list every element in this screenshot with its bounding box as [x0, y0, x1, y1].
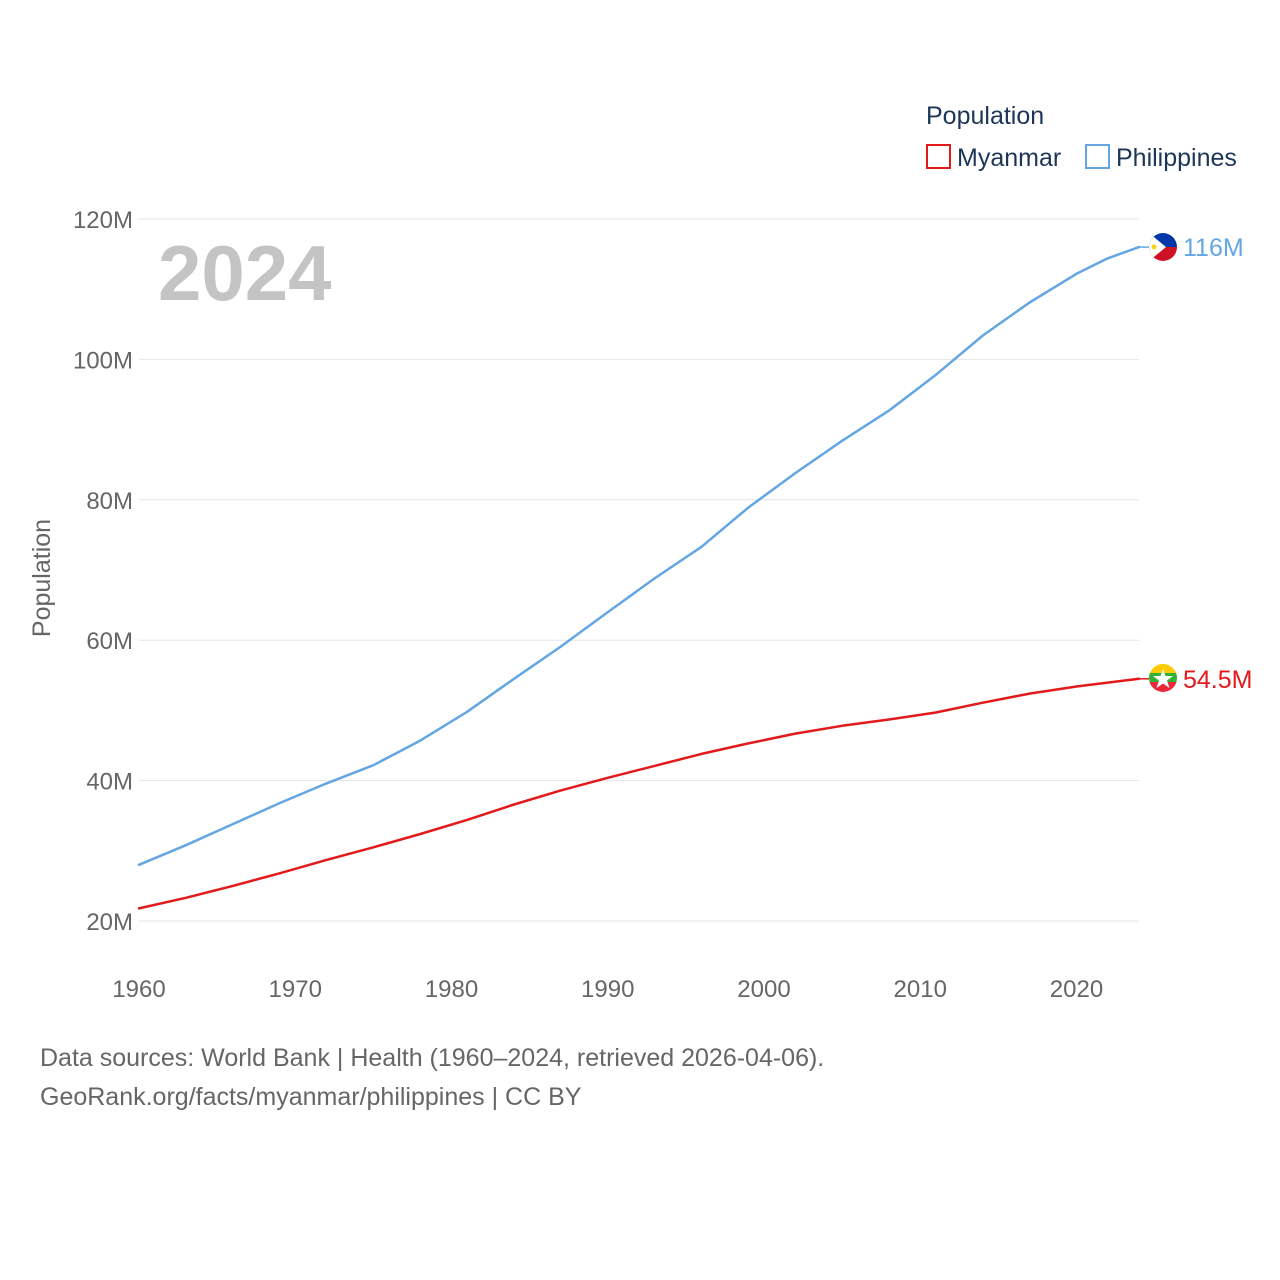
x-tick-label: 2000 — [737, 976, 790, 1003]
philippines-flag-icon — [1149, 233, 1177, 261]
legend-label-myanmar[interactable]: Myanmar — [957, 144, 1061, 172]
x-axis-ticks: 1960 1970 1980 1990 2000 2010 2020 — [112, 976, 1103, 1003]
end-labels: 54.5M 116M — [1183, 234, 1252, 694]
x-tick-label: 2020 — [1050, 976, 1103, 1003]
legend-label-philippines[interactable]: Philippines — [1116, 144, 1237, 172]
population-chart: 20M 40M 60M 80M 100M 120M 1960 1970 1980 1990 200… — [28, 102, 1252, 1003]
legend-title: Population — [926, 102, 1044, 130]
y-tick-label: 40M — [86, 769, 133, 796]
y-axis-ticks: 20M 40M 60M 80M 100M 120M — [73, 207, 133, 936]
series-line-myanmar — [137, 677, 1141, 910]
end-label-myanmar: 54.5M — [1183, 666, 1252, 694]
footer-source: Data sources: World Bank | Health (1960–… — [40, 1044, 825, 1072]
y-tick-label: 120M — [73, 207, 133, 234]
x-tick-label: 2010 — [894, 976, 947, 1003]
x-tick-label: 1980 — [425, 976, 478, 1003]
myanmar-flag-icon — [1149, 664, 1177, 692]
series-line-philippines — [137, 245, 1141, 867]
footer-link: GeoRank.org/facts/myanmar/philippines | … — [40, 1083, 582, 1111]
gridlines — [139, 218, 1139, 922]
legend-swatch-philippines[interactable] — [1085, 144, 1110, 169]
y-tick-label: 80M — [86, 488, 133, 515]
legend: Population Myanmar Philippines — [926, 102, 1237, 172]
x-tick-label: 1970 — [269, 976, 322, 1003]
year-label: 2024 — [158, 229, 332, 317]
legend-swatch-myanmar[interactable] — [926, 144, 951, 169]
y-axis-label: Population — [28, 519, 56, 637]
x-tick-label: 1990 — [581, 976, 634, 1003]
x-tick-label: 1960 — [112, 976, 165, 1003]
y-tick-label: 60M — [86, 628, 133, 655]
end-label-philippines: 116M — [1183, 234, 1244, 262]
y-tick-label: 20M — [86, 909, 133, 936]
series-lines — [137, 245, 1149, 910]
y-tick-label: 100M — [73, 347, 133, 374]
